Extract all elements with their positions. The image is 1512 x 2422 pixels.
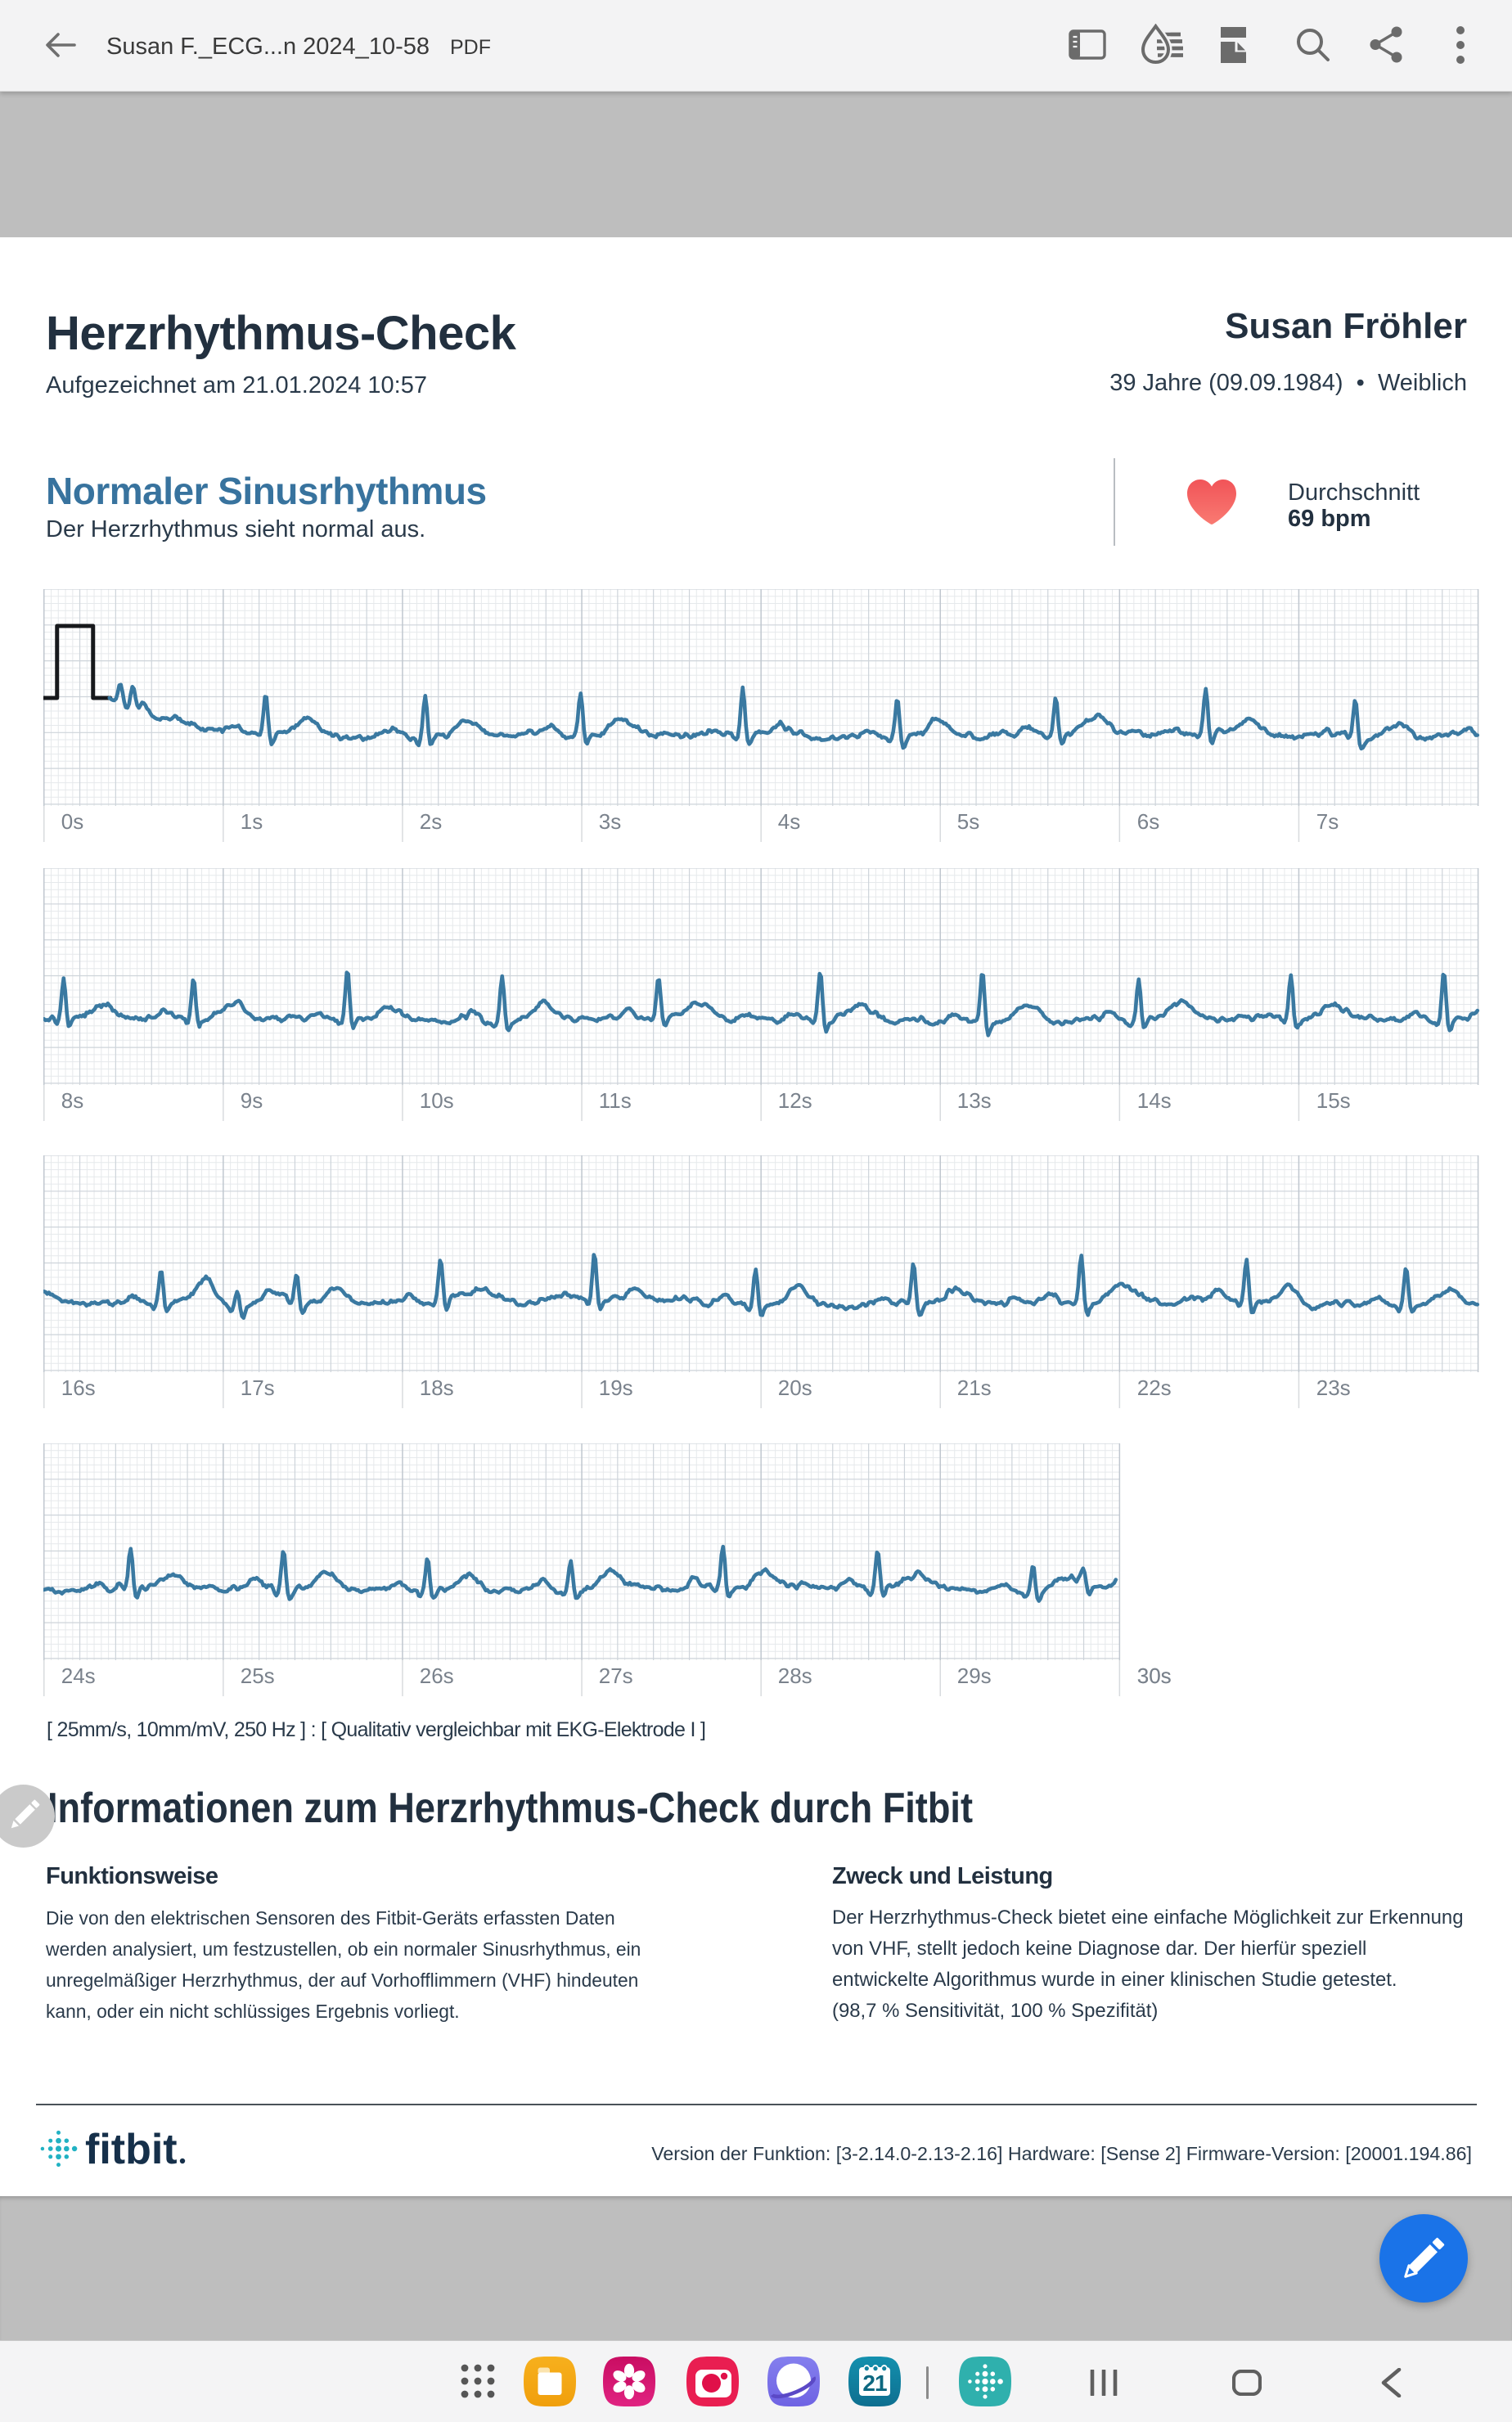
svg-text:2s: 2s — [420, 809, 442, 834]
svg-text:21s: 21s — [957, 1375, 992, 1400]
svg-text:3s: 3s — [599, 809, 621, 834]
svg-text:10s: 10s — [420, 1088, 454, 1113]
svg-text:24s: 24s — [61, 1663, 96, 1688]
svg-text:fitbit: fitbit — [85, 2126, 178, 2173]
svg-text:30s: 30s — [1137, 1663, 1172, 1688]
svg-text:15s: 15s — [1316, 1088, 1351, 1113]
svg-text:28s: 28s — [778, 1663, 812, 1688]
svg-text:1s: 1s — [241, 809, 263, 834]
svg-text:23s: 23s — [1316, 1375, 1351, 1400]
svg-text:8s: 8s — [61, 1088, 83, 1113]
svg-text:11s: 11s — [599, 1088, 632, 1113]
svg-text:7s: 7s — [1316, 809, 1339, 834]
svg-text:25s: 25s — [241, 1663, 275, 1688]
svg-text:30s: 30s — [1137, 1663, 1172, 1688]
svg-text:18s: 18s — [420, 1375, 454, 1400]
svg-text:19s: 19s — [599, 1375, 633, 1400]
svg-text:17s: 17s — [241, 1375, 275, 1400]
svg-text:12s: 12s — [778, 1088, 812, 1113]
svg-text:13s: 13s — [957, 1088, 992, 1113]
svg-text:0s: 0s — [61, 809, 83, 834]
svg-text:21: 21 — [862, 2370, 887, 2396]
svg-text:5s: 5s — [957, 809, 979, 834]
svg-text:27s: 27s — [599, 1663, 633, 1688]
svg-text:9s: 9s — [241, 1088, 263, 1113]
svg-text:16s: 16s — [61, 1375, 96, 1400]
svg-text:29s: 29s — [957, 1663, 992, 1688]
svg-text:22s: 22s — [1137, 1375, 1172, 1400]
svg-text:4s: 4s — [778, 809, 800, 834]
svg-text:26s: 26s — [420, 1663, 454, 1688]
svg-text:6s: 6s — [1137, 809, 1159, 834]
svg-text:20s: 20s — [778, 1375, 812, 1400]
svg-text:14s: 14s — [1137, 1088, 1172, 1113]
